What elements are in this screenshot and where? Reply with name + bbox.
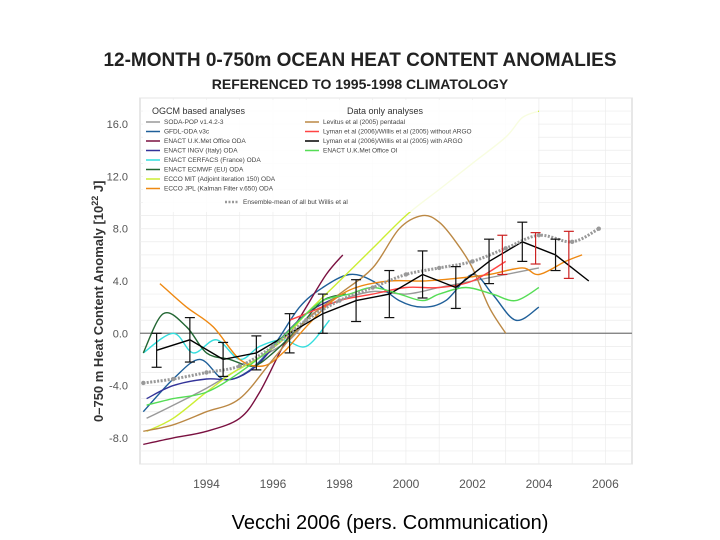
x-tick-label: 1998 <box>326 477 353 491</box>
series-line <box>156 241 590 361</box>
legend-entry: Levitus et al (2005) pentadal <box>323 119 406 126</box>
legend-entry: ENACT ECMWF (EU) ODA <box>164 167 244 174</box>
legend-entry: GFDL-ODA v3c <box>164 129 210 136</box>
series-point <box>270 344 276 349</box>
series-point <box>436 265 442 271</box>
series-point <box>204 370 209 375</box>
y-tick-label: 16.0 <box>107 119 128 131</box>
x-tick-label: 2000 <box>393 477 420 491</box>
series-point <box>470 259 475 264</box>
x-tick-label: 2002 <box>459 477 486 491</box>
series-line <box>146 286 540 406</box>
series-line <box>143 254 344 446</box>
legend-box <box>143 100 538 212</box>
y-axis-label-main: 0–750 m Heat Content Anomaly [10 <box>91 206 106 422</box>
legend-entry: ENACT CERFACS (France) ODA <box>164 157 261 164</box>
legend-group-title: Data only analyses <box>347 106 424 116</box>
legend-entry: ENACT U.K.Met Office ODA <box>164 138 246 145</box>
legend-entry: Lyman et al (2006)/Willis et al (2005) w… <box>323 129 472 136</box>
series-point <box>503 246 508 251</box>
series-point <box>596 226 601 231</box>
legend-entry: Lyman et al (2006)/Willis et al (2005) w… <box>323 138 463 145</box>
series-point <box>304 318 309 323</box>
series-point <box>337 298 342 303</box>
x-tick-label: 1994 <box>193 477 220 491</box>
series-layer <box>141 110 601 446</box>
chart-title: 12-MONTH 0-750m OCEAN HEAT CONTENT ANOMA… <box>103 50 617 71</box>
chart-subtitle: REFERENCED TO 1995-1998 CLIMATOLOGY <box>211 76 509 92</box>
legend: OGCM based analyses Data only analyses SOD… <box>143 100 538 212</box>
legend-entry: ECCO JPL (Kalman Filter v.650) ODA <box>164 186 274 193</box>
series-line <box>142 293 347 367</box>
legend-entry: ENACT U.K.Met Office OI <box>323 148 398 155</box>
series-point <box>536 233 542 238</box>
y-axis-label: 0–750 m Heat Content Anomaly [1022 J] <box>90 181 106 422</box>
error-bars <box>151 221 574 378</box>
series-line <box>143 214 507 432</box>
series-point <box>237 363 242 369</box>
x-tick-label: 2006 <box>592 477 619 491</box>
y-tick-label: 8.0 <box>113 224 128 236</box>
series-point <box>403 272 409 277</box>
legend-entry: Ensemble-mean of all but Willis et al <box>243 199 348 206</box>
y-tick-label: -4.0 <box>109 381 128 393</box>
y-tick-label: 4.0 <box>113 276 128 288</box>
x-tick-label: 2004 <box>526 477 553 491</box>
series-point <box>171 376 176 382</box>
legend-group-title: OGCM based analyses <box>152 106 246 116</box>
caption: Vecchi 2006 (pers. Communication) <box>231 512 549 534</box>
x-tick-label: 1996 <box>260 477 287 491</box>
y-tick-label: 12.0 <box>107 171 128 183</box>
series-point <box>370 285 375 290</box>
y-axis-label-tail: J] <box>91 181 106 196</box>
y-axis-label-exp: 22 <box>90 196 100 206</box>
series-point <box>141 380 146 386</box>
legend-entry: ECCO MIT (Adjoint iteration 150) ODA <box>164 176 276 183</box>
legend-entry: ENACT INGV (Italy) ODA <box>164 148 238 155</box>
series-point <box>569 239 575 244</box>
y-tick-label: 0.0 <box>113 328 128 340</box>
axis-ticks: -8.0 -4.0 0.0 4.0 8.0 12.0 16.0 1994 1996 1998 200… <box>107 119 619 491</box>
series-line <box>142 273 540 413</box>
y-tick-label: -8.0 <box>109 433 128 445</box>
legend-entry: SODA-POP v1.4.2-3 <box>164 119 224 126</box>
